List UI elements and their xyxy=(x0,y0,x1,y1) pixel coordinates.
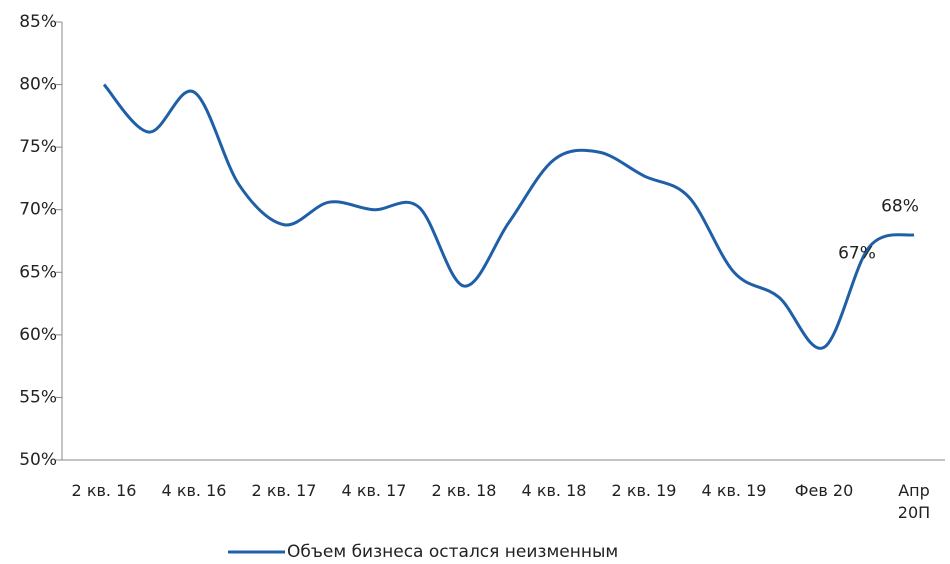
y-tick-label: 75% xyxy=(19,137,57,157)
x-tick-label: 2 кв. 18 xyxy=(431,481,497,500)
x-tick-label: 4 кв. 18 xyxy=(521,481,587,500)
y-tick-label: 70% xyxy=(19,200,57,220)
y-tick-label: 85% xyxy=(19,12,57,32)
x-tick-label: Фев 20 xyxy=(794,481,854,500)
x-tick-label: 2 кв. 19 xyxy=(611,481,677,500)
y-tick-label: 65% xyxy=(19,262,57,282)
y-tick-label: 80% xyxy=(19,75,57,95)
data-label: 67% xyxy=(838,243,876,263)
y-tick-label: 50% xyxy=(19,450,57,470)
x-tick-label: Апр 20П xyxy=(897,481,931,522)
x-tick-label: 4 кв. 19 xyxy=(701,481,767,500)
y-tick-label: 60% xyxy=(19,325,57,345)
x-tick-label: 4 кв. 16 xyxy=(161,481,227,500)
legend-label: Объем бизнеса остался неизменным xyxy=(287,542,618,562)
x-tick-label: 4 кв. 17 xyxy=(341,481,407,500)
x-tick-label: 2 кв. 17 xyxy=(251,481,317,500)
line xyxy=(102,83,915,350)
x-tick-label: 2 кв. 16 xyxy=(71,481,137,500)
y-tick-label: 55% xyxy=(19,387,57,407)
data-label: 68% xyxy=(881,197,919,217)
